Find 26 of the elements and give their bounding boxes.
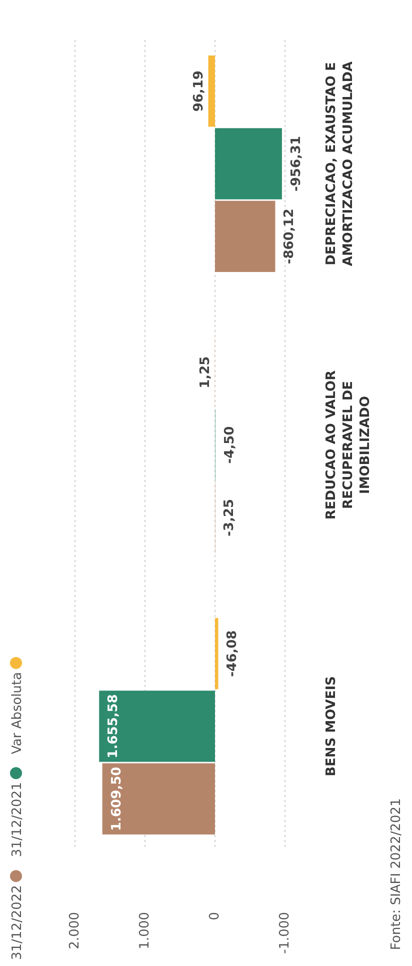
data-label: -46,08	[225, 630, 240, 677]
legend-label: Var Absoluta	[10, 672, 25, 754]
data-label: -956,31	[288, 136, 304, 192]
bar	[208, 56, 215, 127]
legend-label: 31/12/2021	[10, 782, 25, 858]
data-label: -4,50	[222, 426, 238, 464]
x-tick-label: 0	[208, 912, 223, 920]
y-tick-label: REDUCAO AO VALOR RECUPERAVEL DE IMOBILIZADO	[324, 370, 373, 520]
x-tick-label: 1.000	[138, 912, 153, 950]
data-label: -860,12	[282, 208, 298, 264]
data-label: 1.609,50	[109, 766, 124, 831]
bar	[215, 200, 276, 272]
y-tick-label: BENS MOVEIS	[324, 676, 339, 776]
x-tick-label: 2.000	[68, 912, 83, 950]
bar	[215, 128, 282, 200]
data-label: 1.655,58	[106, 694, 122, 758]
bar	[215, 618, 218, 690]
x-tick-label: -1.000	[278, 912, 293, 954]
y-tick-label: DEPRECIACAO, EXAUSTAO E AMORTIZACAO ACUMULADA	[324, 61, 356, 266]
bar	[99, 690, 215, 762]
source-note: Fonte: SIAFI 2022/2021	[389, 798, 404, 950]
data-label: 96,19	[191, 70, 206, 112]
bar	[102, 763, 215, 834]
data-label: 1,25	[198, 356, 213, 388]
data-label: -3,25	[222, 498, 238, 536]
legend-label: 31/12/2022	[10, 885, 25, 960]
